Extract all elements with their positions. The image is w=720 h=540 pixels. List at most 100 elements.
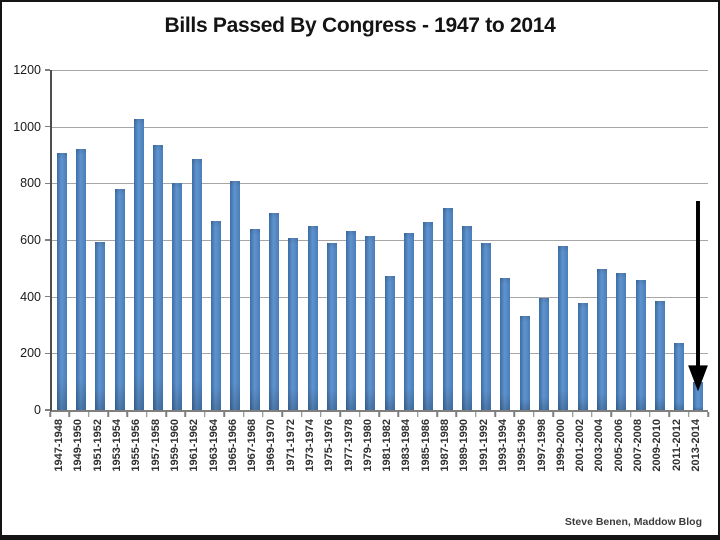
bar-slot (361, 70, 380, 410)
bar-slot (110, 70, 129, 410)
x-label-slot: 1955-1956 (127, 419, 146, 472)
y-tick (45, 352, 50, 355)
bar (153, 144, 164, 410)
x-label-slot: 1969-1970 (262, 419, 281, 472)
x-label-slot: 1989-1990 (455, 419, 474, 472)
bar-slot (689, 70, 708, 410)
bar (384, 275, 395, 410)
bar-slot (457, 70, 476, 410)
bar-slot (71, 70, 90, 410)
x-tick (397, 412, 400, 417)
chart-title: Bills Passed By Congress - 1947 to 2014 (164, 14, 556, 37)
bar (519, 315, 530, 410)
x-tick (610, 412, 612, 417)
bar (75, 149, 86, 410)
bar (500, 278, 511, 410)
bar-slot (322, 70, 341, 410)
plot-area (45, 69, 709, 412)
bar (172, 183, 183, 410)
bar (635, 279, 646, 410)
x-tick (87, 412, 90, 417)
bar (442, 207, 453, 410)
x-axis-label: 1967-1968 (246, 419, 259, 472)
bar-slot (52, 70, 71, 410)
x-tick (513, 412, 516, 417)
gridline (52, 70, 708, 71)
bar-slot (534, 70, 553, 410)
bar-slot (245, 70, 264, 410)
x-axis-label: 2013-2014 (689, 419, 702, 472)
x-tick (49, 412, 51, 417)
x-tick (358, 412, 361, 417)
x-tick (649, 412, 651, 417)
x-label-slot: 1963-1964 (204, 419, 223, 472)
x-tick (262, 412, 264, 417)
x-axis-label: 1959-1960 (168, 419, 181, 472)
x-tick (320, 412, 322, 417)
bar (558, 245, 569, 410)
bar (307, 226, 318, 410)
bar (326, 243, 337, 410)
x-axis-label: 2005-2006 (612, 419, 625, 472)
attribution: Steve Benen, Maddow Blog (564, 516, 702, 528)
x-tick (339, 412, 342, 417)
x-axis-label: 1969-1970 (265, 419, 278, 472)
x-label-slot: 1999-2000 (552, 419, 571, 472)
bar (403, 233, 414, 410)
bar-slot (303, 70, 322, 410)
gridline (52, 353, 708, 355)
x-axis-labels: 1947-1948 1949-1950 1951-1952 1953-1954 1955… (50, 419, 706, 515)
bar-slot (380, 70, 399, 410)
x-label-slot: 1987-1988 (436, 419, 455, 472)
bar-slot (419, 70, 438, 410)
x-label-slot: 1981-1982 (378, 419, 397, 472)
x-axis-label: 2011-2012 (670, 419, 683, 471)
x-tick (591, 412, 593, 417)
x-label-slot: 1997-1998 (532, 419, 551, 472)
x-label-slot: 1991-1992 (475, 419, 494, 472)
bar (133, 118, 144, 410)
bar (211, 221, 222, 410)
x-label-slot: 2013-2014 (687, 419, 706, 472)
bar (95, 241, 106, 410)
y-tick-label: 600 (20, 233, 41, 247)
bar-slot (399, 70, 418, 410)
x-label-slot: 1979-1980 (359, 419, 378, 472)
x-axis-label: 1989-1990 (458, 419, 471, 472)
bar (268, 213, 279, 410)
bar-slot (515, 70, 534, 410)
x-tick (68, 412, 71, 417)
bar (674, 342, 685, 410)
y-tick-label: 1200 (13, 63, 41, 77)
x-axis-label: 1961-1962 (188, 419, 201, 472)
x-label-slot: 2007-2008 (629, 419, 648, 472)
bar (114, 188, 125, 410)
bar (423, 221, 434, 410)
x-axis-label: 1949-1950 (72, 419, 85, 472)
bar (616, 273, 627, 410)
bar (249, 228, 260, 410)
x-axis-label: 1995-1996 (516, 419, 529, 472)
y-tick (45, 409, 50, 411)
x-label-slot: 1965-1966 (224, 419, 243, 472)
y-tick-label: 200 (20, 346, 41, 361)
x-label-slot: 1995-1996 (513, 419, 532, 472)
x-tick (533, 412, 535, 417)
bar (481, 242, 492, 410)
bar-slot (650, 70, 669, 410)
x-axis-label: 2009-2010 (651, 419, 664, 472)
x-axis-label: 1965-1966 (226, 419, 239, 472)
x-label-slot: 1983-1984 (397, 419, 416, 472)
x-tick (416, 412, 419, 417)
x-axis-label: 1947-1948 (53, 419, 66, 472)
x-label-slot: 1949-1950 (69, 419, 88, 472)
x-tick (552, 412, 554, 417)
bar (346, 230, 357, 410)
bar-slot (187, 70, 206, 410)
x-axis-label: 1981-1982 (381, 419, 394, 472)
bar-slot (612, 70, 631, 410)
bar (539, 298, 550, 410)
x-axis-label: 1963-1964 (207, 419, 220, 472)
bar (288, 238, 299, 410)
